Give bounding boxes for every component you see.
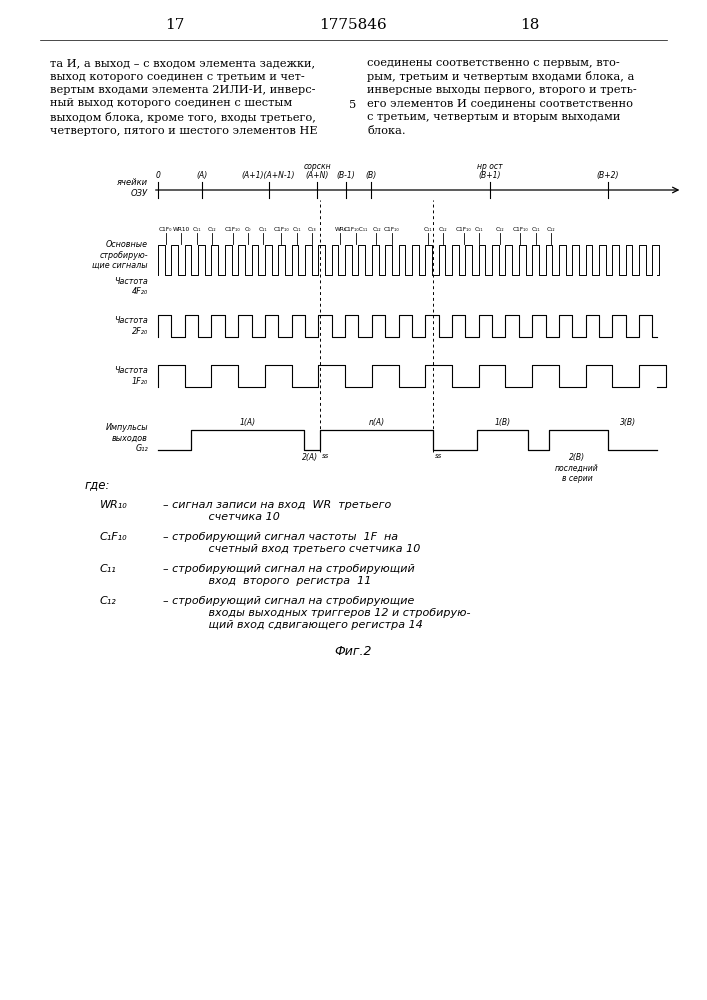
Text: C₁₁: C₁₁ (100, 564, 117, 574)
Text: (B+2): (B+2) (597, 171, 619, 180)
Text: – сигнал записи на вход  WR  третьего: – сигнал записи на вход WR третьего (163, 500, 391, 510)
Text: 5: 5 (349, 100, 356, 110)
Text: C₁₃: C₁₃ (308, 227, 317, 232)
Text: WR10: WR10 (173, 227, 189, 232)
Text: C₁₁: C₁₁ (293, 227, 301, 232)
Text: входы выходных триггеров 12 и стробирую-: входы выходных триггеров 12 и стробирую- (163, 608, 470, 618)
Text: C₁₁: C₁₁ (259, 227, 268, 232)
Text: вертым входами элемента 2ИЛИ-И, инверс-: вертым входами элемента 2ИЛИ-И, инверс- (50, 85, 315, 95)
Text: C₁₁: C₁₁ (192, 227, 201, 232)
Text: Основные
стробирую-
щие сигналы: Основные стробирую- щие сигналы (93, 240, 148, 270)
Text: 3(B): 3(B) (620, 418, 636, 427)
Text: C1F₀: C1F₀ (159, 227, 173, 232)
Text: Частота
4F₂₀: Частота 4F₂₀ (115, 277, 148, 296)
Text: C1F₁₀: C1F₁₀ (456, 227, 472, 232)
Text: (B-1): (B-1) (337, 171, 355, 180)
Text: C₁F₁₀: C₁F₁₀ (100, 532, 128, 542)
Text: 17: 17 (165, 18, 185, 32)
Text: C₁₁: C₁₁ (475, 227, 484, 232)
Text: Частота
1F₂₀: Частота 1F₂₀ (115, 366, 148, 386)
Text: C1F₁₀C₁₁: C1F₁₀C₁₁ (344, 227, 368, 232)
Text: блока.: блока. (367, 125, 406, 135)
Text: C1F₁₀: C1F₁₀ (225, 227, 240, 232)
Text: его элементов И соединены соответственно: его элементов И соединены соответственно (367, 99, 633, 108)
Text: WR₀: WR₀ (334, 227, 346, 232)
Text: (A): (A) (196, 171, 207, 180)
Text: инверсные выходы первого, второго и треть-: инверсные выходы первого, второго и трет… (367, 85, 637, 95)
Text: ss: ss (322, 453, 329, 459)
Text: C1F₁₀: C1F₁₀ (274, 227, 289, 232)
Text: щий вход сдвигающего регистра 14: щий вход сдвигающего регистра 14 (163, 620, 423, 630)
Text: (A+1)(A+N-1): (A+1)(A+N-1) (242, 171, 296, 180)
Text: ный выход которого соединен с шестым: ный выход которого соединен с шестым (50, 99, 292, 108)
Text: Импульсы
выходов
G₁₂: Импульсы выходов G₁₂ (105, 423, 148, 453)
Text: 1(A): 1(A) (240, 418, 256, 427)
Text: (A+N): (A+N) (305, 171, 329, 180)
Text: с третьим, четвертым и вторым выходами: с третьим, четвертым и вторым выходами (367, 112, 620, 122)
Text: n(A): n(A) (368, 418, 385, 427)
Text: C₁₂: C₁₂ (439, 227, 448, 232)
Text: Фиг.2: Фиг.2 (334, 645, 372, 658)
Text: C₁₁: C₁₁ (423, 227, 432, 232)
Text: C1F₁₀: C1F₁₀ (513, 227, 528, 232)
Text: выходом блока, кроме того, входы третьего,: выходом блока, кроме того, входы третьег… (50, 112, 316, 123)
Text: 2(A): 2(A) (302, 453, 317, 462)
Text: нр ост: нр ост (477, 162, 503, 171)
Text: – стробирующий сигнал частоты  1F  на: – стробирующий сигнал частоты 1F на (163, 532, 398, 542)
Text: 1(B): 1(B) (494, 418, 510, 427)
Text: (B+1): (B+1) (478, 171, 501, 180)
Text: C₁₂: C₁₂ (547, 227, 556, 232)
Text: (B): (B) (366, 171, 377, 180)
Text: рым, третьим и четвертым входами блока, а: рым, третьим и четвертым входами блока, … (367, 72, 634, 83)
Text: ячейки
ОЗУ: ячейки ОЗУ (117, 178, 148, 198)
Text: счетный вход третьего счетчика 10: счетный вход третьего счетчика 10 (163, 544, 421, 554)
Text: та И, а выход – с входом элемента задежки,: та И, а выход – с входом элемента задежк… (50, 58, 315, 68)
Text: сорскн: сорскн (303, 162, 331, 171)
Text: C₁₂: C₁₂ (496, 227, 504, 232)
Text: C₁₂: C₁₂ (100, 596, 117, 606)
Text: C₀: C₀ (245, 227, 251, 232)
Text: C₁₁: C₁₁ (532, 227, 540, 232)
Text: C₁₂: C₁₂ (372, 227, 381, 232)
Text: – стробирующий сигнал на стробирующий: – стробирующий сигнал на стробирующий (163, 564, 415, 574)
Text: 1775846: 1775846 (319, 18, 387, 32)
Text: C1F₁₀: C1F₁₀ (384, 227, 399, 232)
Text: – стробирующий сигнал на стробирующие: – стробирующий сигнал на стробирующие (163, 596, 414, 606)
Text: Частота
2F₂₀: Частота 2F₂₀ (115, 316, 148, 336)
Text: 18: 18 (520, 18, 539, 32)
Text: ss: ss (435, 453, 443, 459)
Text: вход  второго  регистра  11: вход второго регистра 11 (163, 576, 371, 586)
Text: 2(B)
последний
в серии: 2(B) последний в серии (555, 453, 599, 483)
Text: C₁₂: C₁₂ (208, 227, 216, 232)
Text: выход которого соединен с третьим и чет-: выход которого соединен с третьим и чет- (50, 72, 305, 82)
Text: 0: 0 (156, 171, 160, 180)
Text: WR₁₀: WR₁₀ (100, 500, 128, 510)
Text: где:: где: (85, 478, 110, 491)
Text: соединены соответственно с первым, вто-: соединены соответственно с первым, вто- (367, 58, 620, 68)
Text: четвертого, пятого и шестого элементов НЕ: четвертого, пятого и шестого элементов Н… (50, 125, 317, 135)
Text: счетчика 10: счетчика 10 (163, 512, 280, 522)
